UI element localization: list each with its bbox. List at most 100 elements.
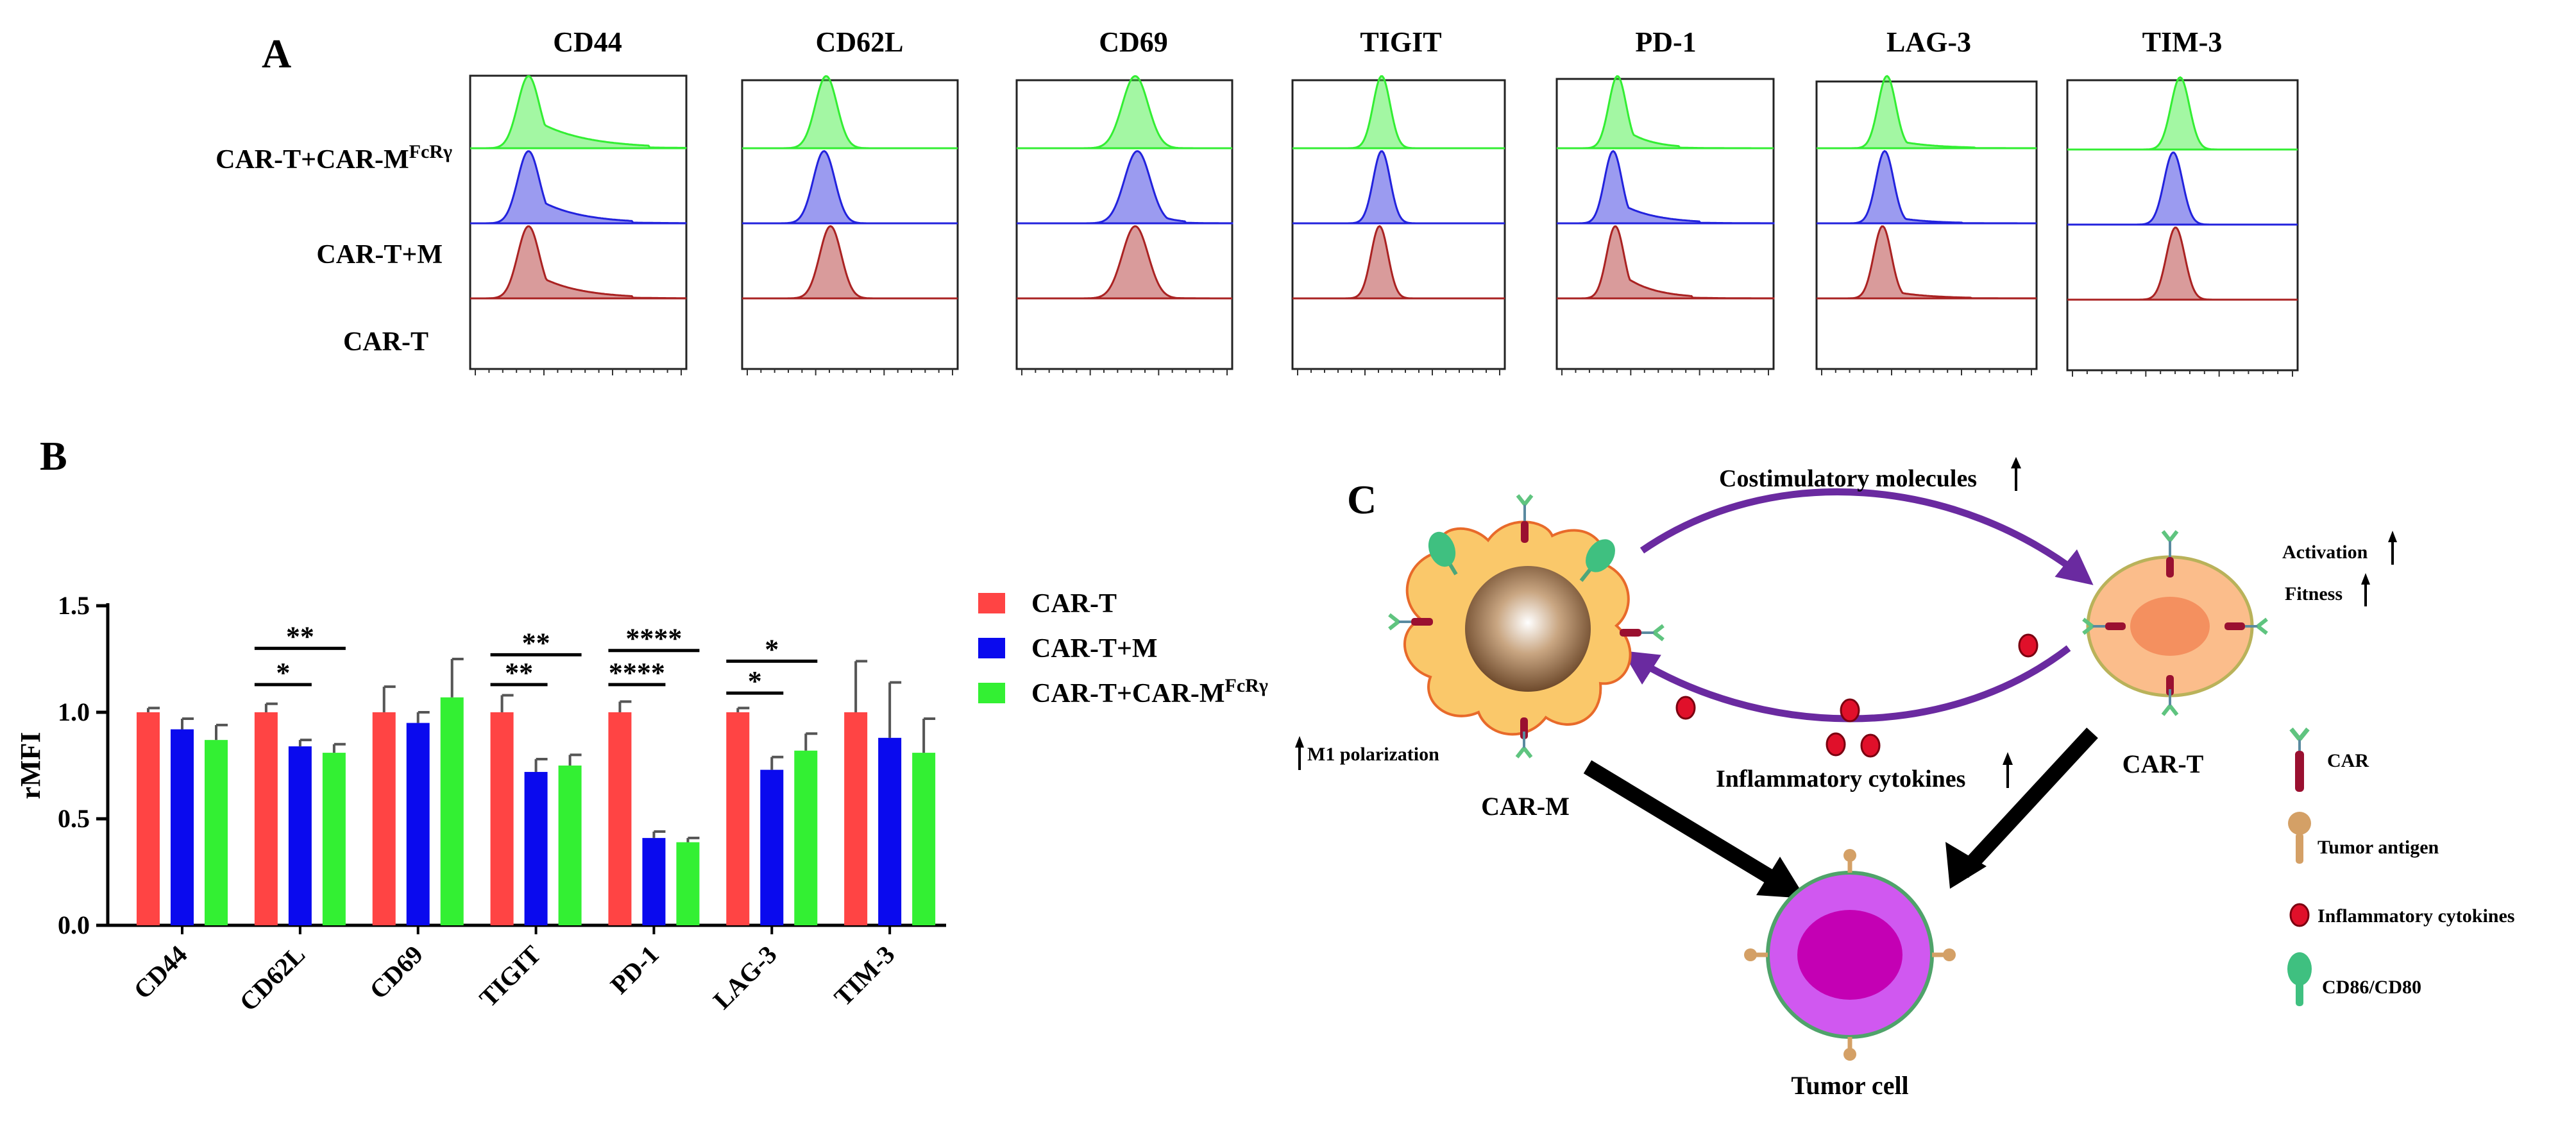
cd86-icon [1586,539,1615,572]
flow-title-cd44: CD44 [553,26,622,58]
flow-row-label-car-t-car-m: CAR-T+CAR-MFcRγ [216,141,452,175]
bar-cd44-1 [171,729,194,925]
car-t-cell [2082,531,2268,715]
bar-tim-3-1 [878,737,902,925]
flow-histogram-grid [469,74,2299,377]
histogram-2 [742,225,958,300]
x-category-label: CD69 [364,940,428,1005]
flow-panel-pd-1 [1555,74,1775,375]
panel-label-a: A [262,31,291,76]
tumor-antigen-icon [1744,948,1768,961]
histogram-1 [1017,150,1233,225]
car-receptor-icon [1620,624,1665,642]
up-arrow-icon [2388,531,2397,565]
diagram-legend: CAR Tumor antigen Inflammatory cytokines… [2287,727,2514,1006]
histogram-0 [470,75,687,150]
legend-car-text: CAR [2327,750,2369,771]
histogram-0 [742,75,958,150]
tumor-antigen-icon [1843,849,1856,873]
histogram-1 [470,150,687,225]
car-m-to-tumor-arrowhead [1756,857,1806,898]
flow-row-label-car-t: CAR-T [343,327,428,357]
up-arrow-icon [2011,457,2021,491]
row-label-sup: FcRγ [409,141,452,162]
bar-tigit-2 [558,766,582,925]
legend-cytokines-text: Inflammatory cytokines [2318,905,2514,927]
histogram-0 [1557,74,1774,150]
activation-label: Activation [2282,542,2368,563]
legend-label-1: CAR-T+M [1031,634,1158,664]
flow-panel-cd62l [741,75,959,375]
car-m-to-tumor-arrow [1583,760,1794,896]
car-receptor-icon [2224,617,2268,635]
bar-cd69-0 [372,712,396,925]
legend-swatch-1 [978,638,1005,658]
car-receptor-icon [2163,675,2177,715]
x-category-label: TIGIT [473,939,547,1013]
flow-title-pd1: PD-1 [1635,26,1696,58]
car-t-nucleus [2130,597,2210,656]
significance-label: * [276,657,290,689]
flow-panel-frame [741,79,959,370]
up-arrow-icon [2003,752,2013,788]
car-t-to-tumor-arrow [1957,727,2098,878]
m1-polarization-label: M1 polarization [1307,744,1439,765]
bar-pd-1-2 [676,842,700,925]
flow-panel-cd44 [469,74,688,375]
histogram-1 [1557,150,1775,225]
car-receptor-icon [2082,617,2126,635]
legend-label-2: CAR-T+CAR-MFcRγ [1031,675,1268,708]
car-t-to-tumor-arrowhead [1945,842,1987,889]
flow-panel-lag-3 [1815,74,2038,375]
significance-label: ** [286,621,314,652]
car-legend-icon [2289,727,2310,792]
flow-panel-tigit [1291,75,1506,375]
histogram-1 [1292,150,1505,225]
y-tick-label: 0.5 [58,804,90,833]
legend-label-0: CAR-T [1031,589,1117,619]
tumor-cell-label: Tumor cell [1791,1071,1908,1100]
bar-cd69-2 [440,697,464,925]
histogram-2 [2067,227,2298,301]
significance-label: * [765,633,779,665]
bar-lag-3-2 [794,750,818,925]
rmfi-bar-chart: 0.0 0.5 1.0 1.5 rMFI CD44 CD62L CD69 TIGIT PD-1 LA… [15,589,1268,1016]
histogram-0 [1292,75,1505,150]
histogram-1 [2067,151,2298,226]
histogram-2 [1017,225,1232,300]
histogram-1 [742,150,958,225]
legend-tumor-antigen-text: Tumor antigen [2318,837,2439,858]
flow-row-label-car-t-m: CAR-T+M [316,240,443,270]
panel-label-b: B [40,433,67,479]
flow-panel-frame [1291,79,1506,370]
flow-title-cd62l: CD62L [816,26,904,58]
tumor-antigen-icon [1843,1037,1856,1061]
legend-swatch-2 [978,683,1005,703]
panel-label-c: C [1347,477,1377,522]
car-m-nucleus [1465,566,1591,692]
y-tick-label: 1.0 [58,698,90,726]
histogram-2 [1557,225,1775,300]
bar-cd44-0 [137,712,160,925]
cd86-legend-icon [2287,952,2312,1006]
tumor-antigen-legend-icon [2288,812,2311,864]
costim-arrow [1640,488,2094,585]
histogram-2 [470,225,687,300]
row-label-base: CAR-T+CAR-M [216,145,409,175]
bar-lag-3-0 [726,712,750,925]
cytokine-legend-icon [2289,903,2310,927]
flow-panel-tim-3 [2066,76,2299,377]
histogram-2 [1817,225,2037,300]
histogram-0 [1017,75,1232,150]
car-receptor-icon [2163,531,2177,578]
car-m-cell [1388,495,1665,757]
mechanism-diagram: Costimulatory molecules Inflammatory cyt… [1295,457,2514,1100]
histogram-0 [2067,76,2298,151]
significance-label: **** [625,623,682,655]
x-category-label: TIM-3 [829,940,901,1012]
bar-cd62l-2 [322,753,346,925]
bar-pd-1-0 [608,712,632,925]
bar-tim-3-2 [912,753,936,925]
x-category-label: CD62L [233,940,310,1017]
